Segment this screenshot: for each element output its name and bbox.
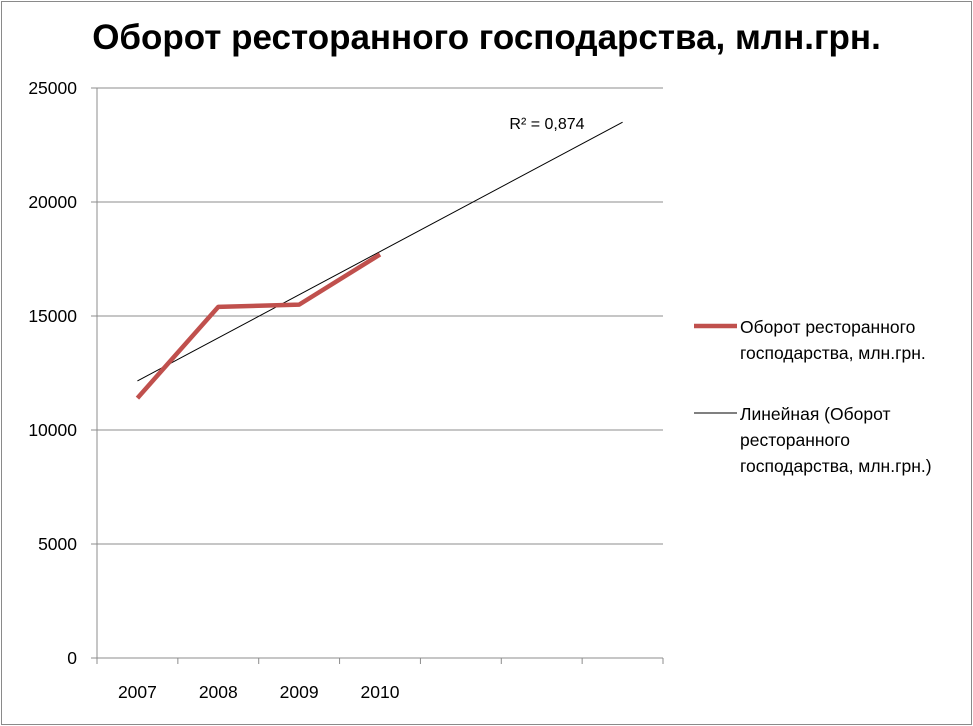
y-tick-label: 5000 bbox=[38, 534, 77, 554]
x-tick-label: 2009 bbox=[280, 682, 319, 702]
x-tick-label: 2007 bbox=[118, 682, 157, 702]
y-tick-label: 20000 bbox=[28, 192, 77, 212]
legend-trendline-label: Линейная (Оборот bbox=[740, 404, 890, 424]
y-tick-label: 10000 bbox=[28, 420, 77, 440]
series-line bbox=[135, 252, 382, 400]
chart-title: Оборот ресторанного господарства, млн.гр… bbox=[92, 18, 881, 57]
trendline bbox=[137, 121, 623, 382]
legend-series-label: господарства, млн.грн. bbox=[740, 343, 926, 363]
y-tick-label: 25000 bbox=[28, 78, 77, 98]
legend-series-label: Оборот ресторанного bbox=[740, 317, 915, 337]
r-squared-label: R² = 0,874 bbox=[509, 116, 584, 133]
legend-trendline-label: господарства, млн.грн.) bbox=[740, 456, 932, 476]
x-tick-label: 2008 bbox=[199, 682, 238, 702]
legend-trendline-label: ресторанного bbox=[740, 430, 850, 450]
x-tick-label: 2010 bbox=[361, 682, 400, 702]
y-tick-label: 15000 bbox=[28, 306, 77, 326]
y-tick-label: 0 bbox=[67, 648, 77, 668]
